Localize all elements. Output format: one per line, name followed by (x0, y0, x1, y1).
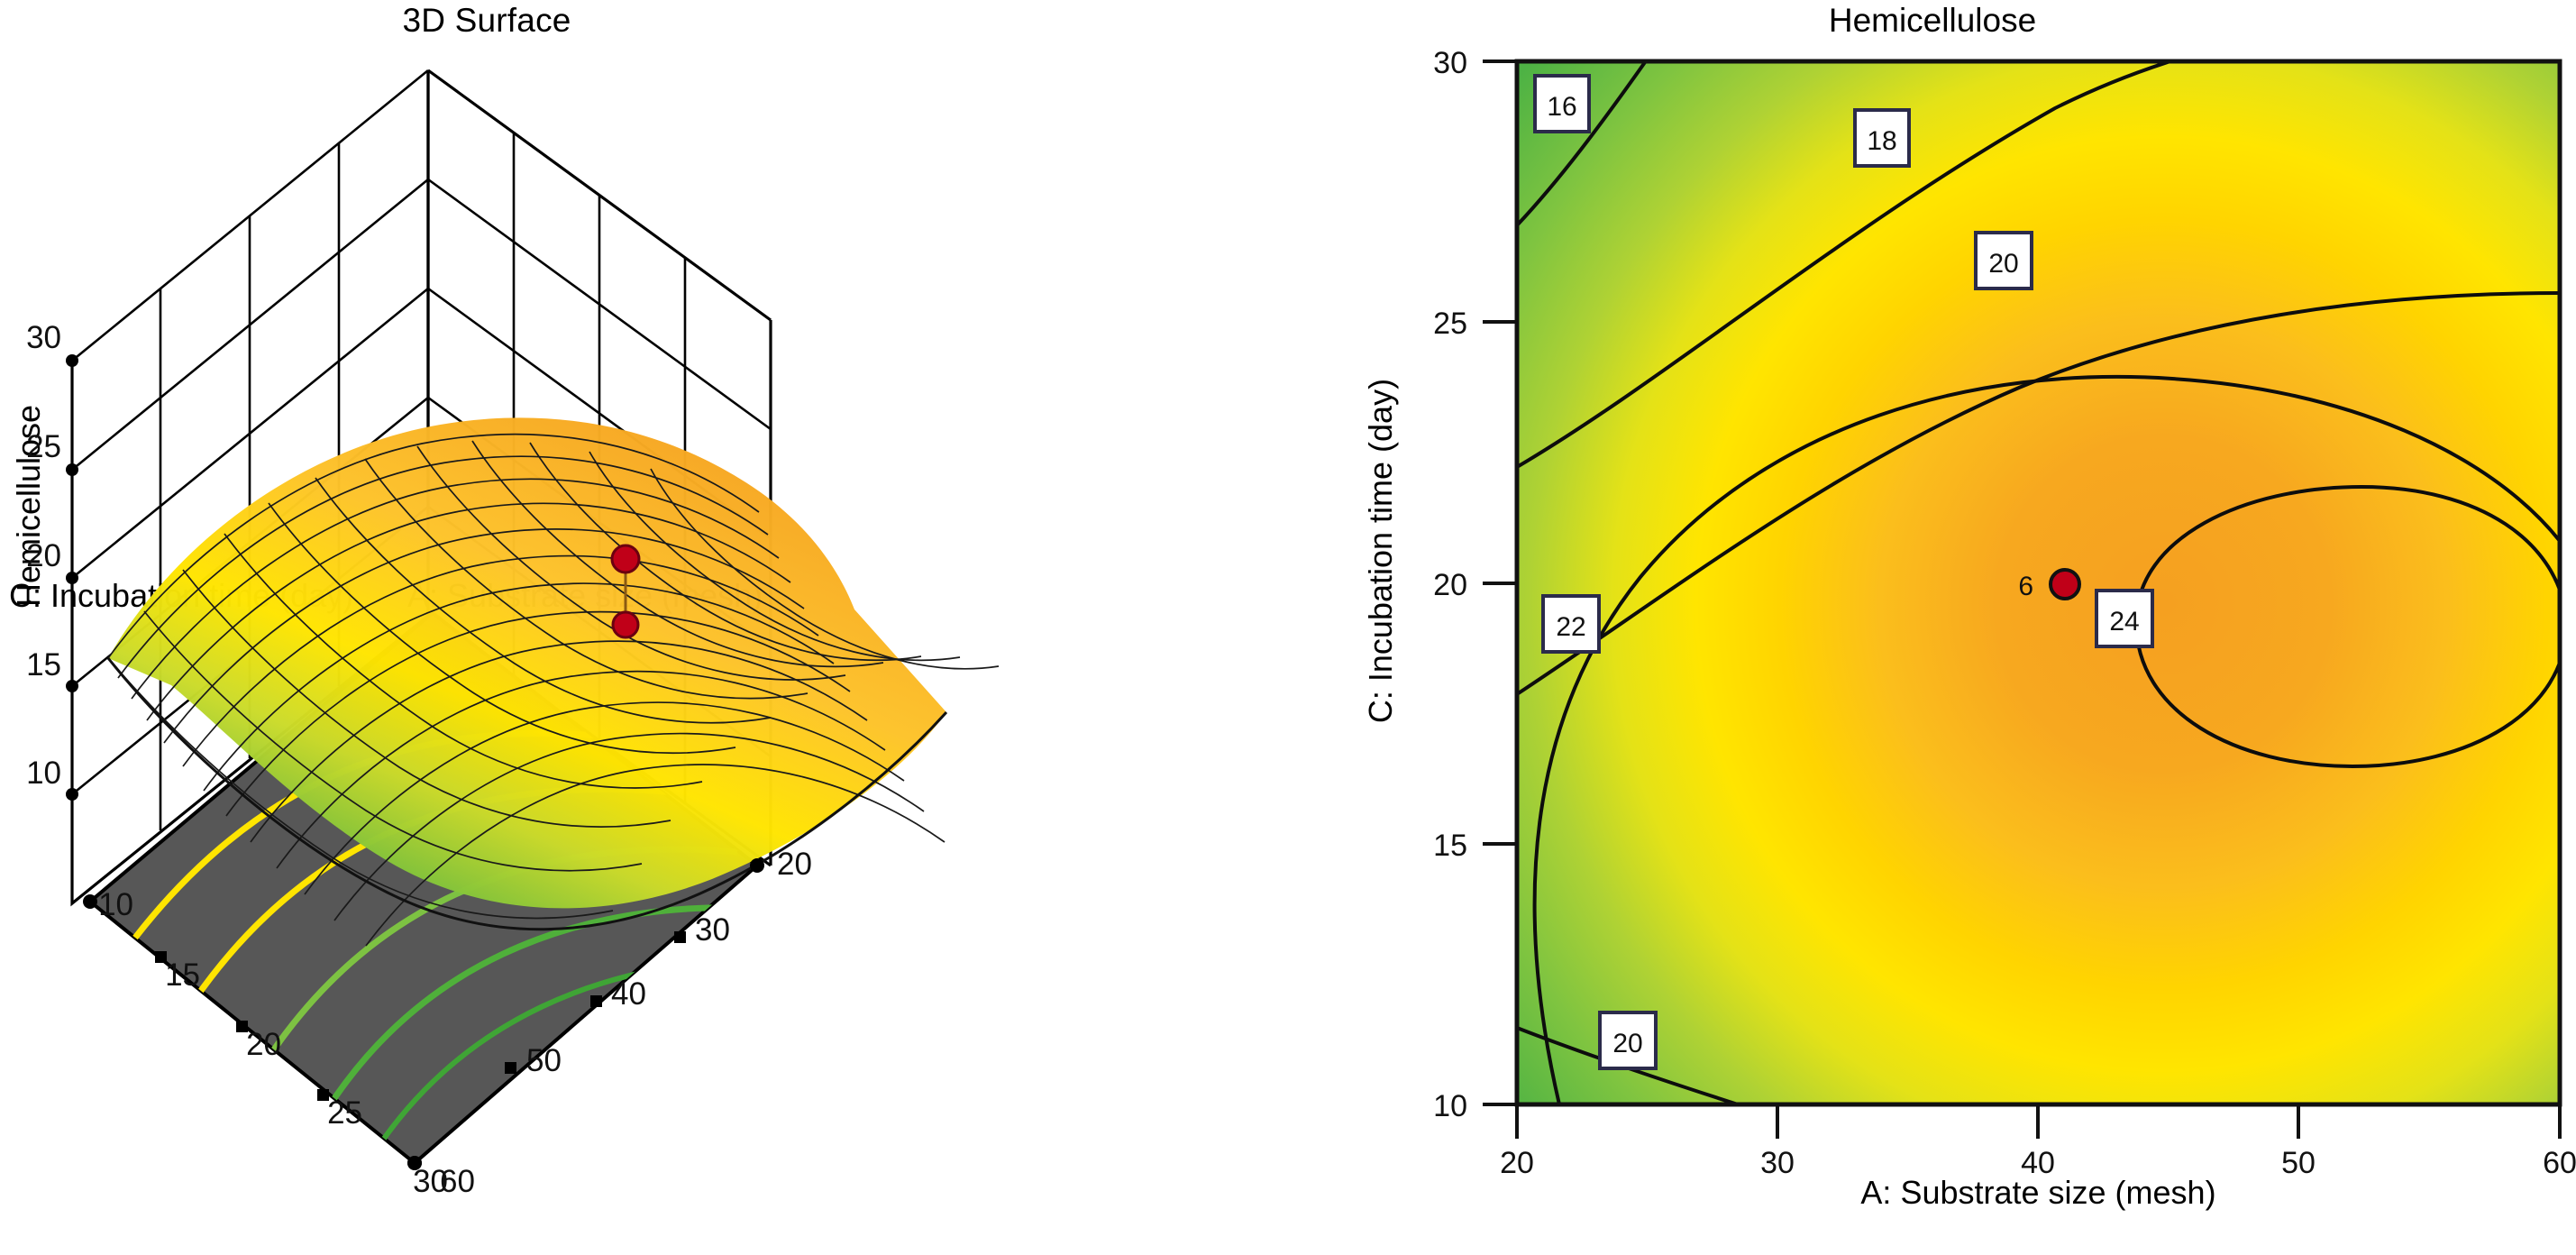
contour-y-tick: 20 (1433, 568, 1467, 602)
contour-label-18: 18 (1853, 108, 1911, 168)
contour-label-22: 22 (1541, 594, 1601, 654)
surface-c-tick: 15 (165, 957, 200, 993)
contour-label-text: 22 (1556, 612, 1585, 642)
contour-label-text: 16 (1547, 92, 1576, 122)
contour-title: Hemicellulose (1828, 2, 2037, 39)
contour-svg: 16 18 20 20 22 (1433, 46, 2576, 1180)
contour-x-tick: 40 (2021, 1146, 2055, 1180)
surface-a-tick: 50 (526, 1043, 562, 1078)
contour-label-16: 16 (1533, 74, 1591, 133)
surface-title: 3D Surface (402, 2, 571, 39)
surface-panel: 3D Surface Hemicellulose C: Incubation t… (9, 2, 1000, 1199)
surface-z-tick: 15 (26, 647, 61, 682)
design-point-label: 6 (2018, 572, 2033, 601)
contour-y-tick: 25 (1433, 307, 1467, 341)
contour-x-tick: 30 (1760, 1146, 1795, 1180)
contour-y-tick: 30 (1433, 46, 1467, 80)
contour-x-tick: 50 (2281, 1146, 2316, 1180)
contour-surface-fill (1517, 61, 2560, 1104)
contour-label-text: 20 (1988, 249, 2018, 279)
surface-a-axis: 20 30 40 50 60 (407, 847, 812, 1199)
contour-label-text: 18 (1867, 126, 1896, 156)
surface-z-tick: 30 (26, 320, 61, 355)
surface-a-tick: 30 (695, 912, 730, 948)
contour-lines (1517, 61, 2560, 1104)
surface-svg: 30 25 20 15 10 (26, 69, 1000, 1199)
contour-label-24: 24 (2095, 589, 2154, 648)
contour-x-axis-title: A: Substrate size (mesh) (1860, 1174, 2216, 1211)
contour-label-20-upper: 20 (1974, 231, 2033, 290)
surface-c-tick: 10 (98, 887, 133, 922)
contour-y-tick: 10 (1433, 1089, 1467, 1123)
surface-a-tick: 20 (777, 847, 812, 882)
surface-z-tick: 20 (26, 538, 61, 573)
contour-panel: Hemicellulose C: Incubation time (day) A… (1289, 0, 2576, 1255)
surface-mesh (106, 417, 1000, 947)
surface-c-tick: 20 (246, 1027, 281, 1062)
contour-x-axis: 20 30 40 50 60 (1500, 1104, 2576, 1180)
surface-c-tick: 30 (413, 1164, 448, 1199)
contour-label-text: 24 (2109, 607, 2139, 637)
contour-x-tick: 20 (1500, 1146, 1534, 1180)
contour-label-boxes: 16 18 20 20 22 (1533, 74, 2154, 1070)
surface-z-axis: 30 25 20 15 10 (26, 320, 78, 801)
surface-design-point (610, 544, 641, 639)
contour-x-tick: 60 (2543, 1146, 2576, 1180)
contour-y-tick: 15 (1433, 829, 1467, 863)
contour-label-20-lower: 20 (1598, 1011, 1658, 1070)
contour-label-text: 20 (1612, 1029, 1642, 1058)
surface-c-axis: 10 15 20 25 30 (83, 887, 448, 1199)
contour-y-axis: 10 15 20 25 30 (1433, 46, 1517, 1123)
surface-c-tick: 25 (327, 1095, 362, 1131)
surface-z-tick: 25 (26, 429, 61, 464)
surface-a-tick: 40 (611, 976, 646, 1012)
contour-design-point: 6 (2018, 568, 2081, 601)
surface-z-tick: 10 (26, 756, 61, 791)
surface-a-tick: 60 (440, 1164, 475, 1199)
